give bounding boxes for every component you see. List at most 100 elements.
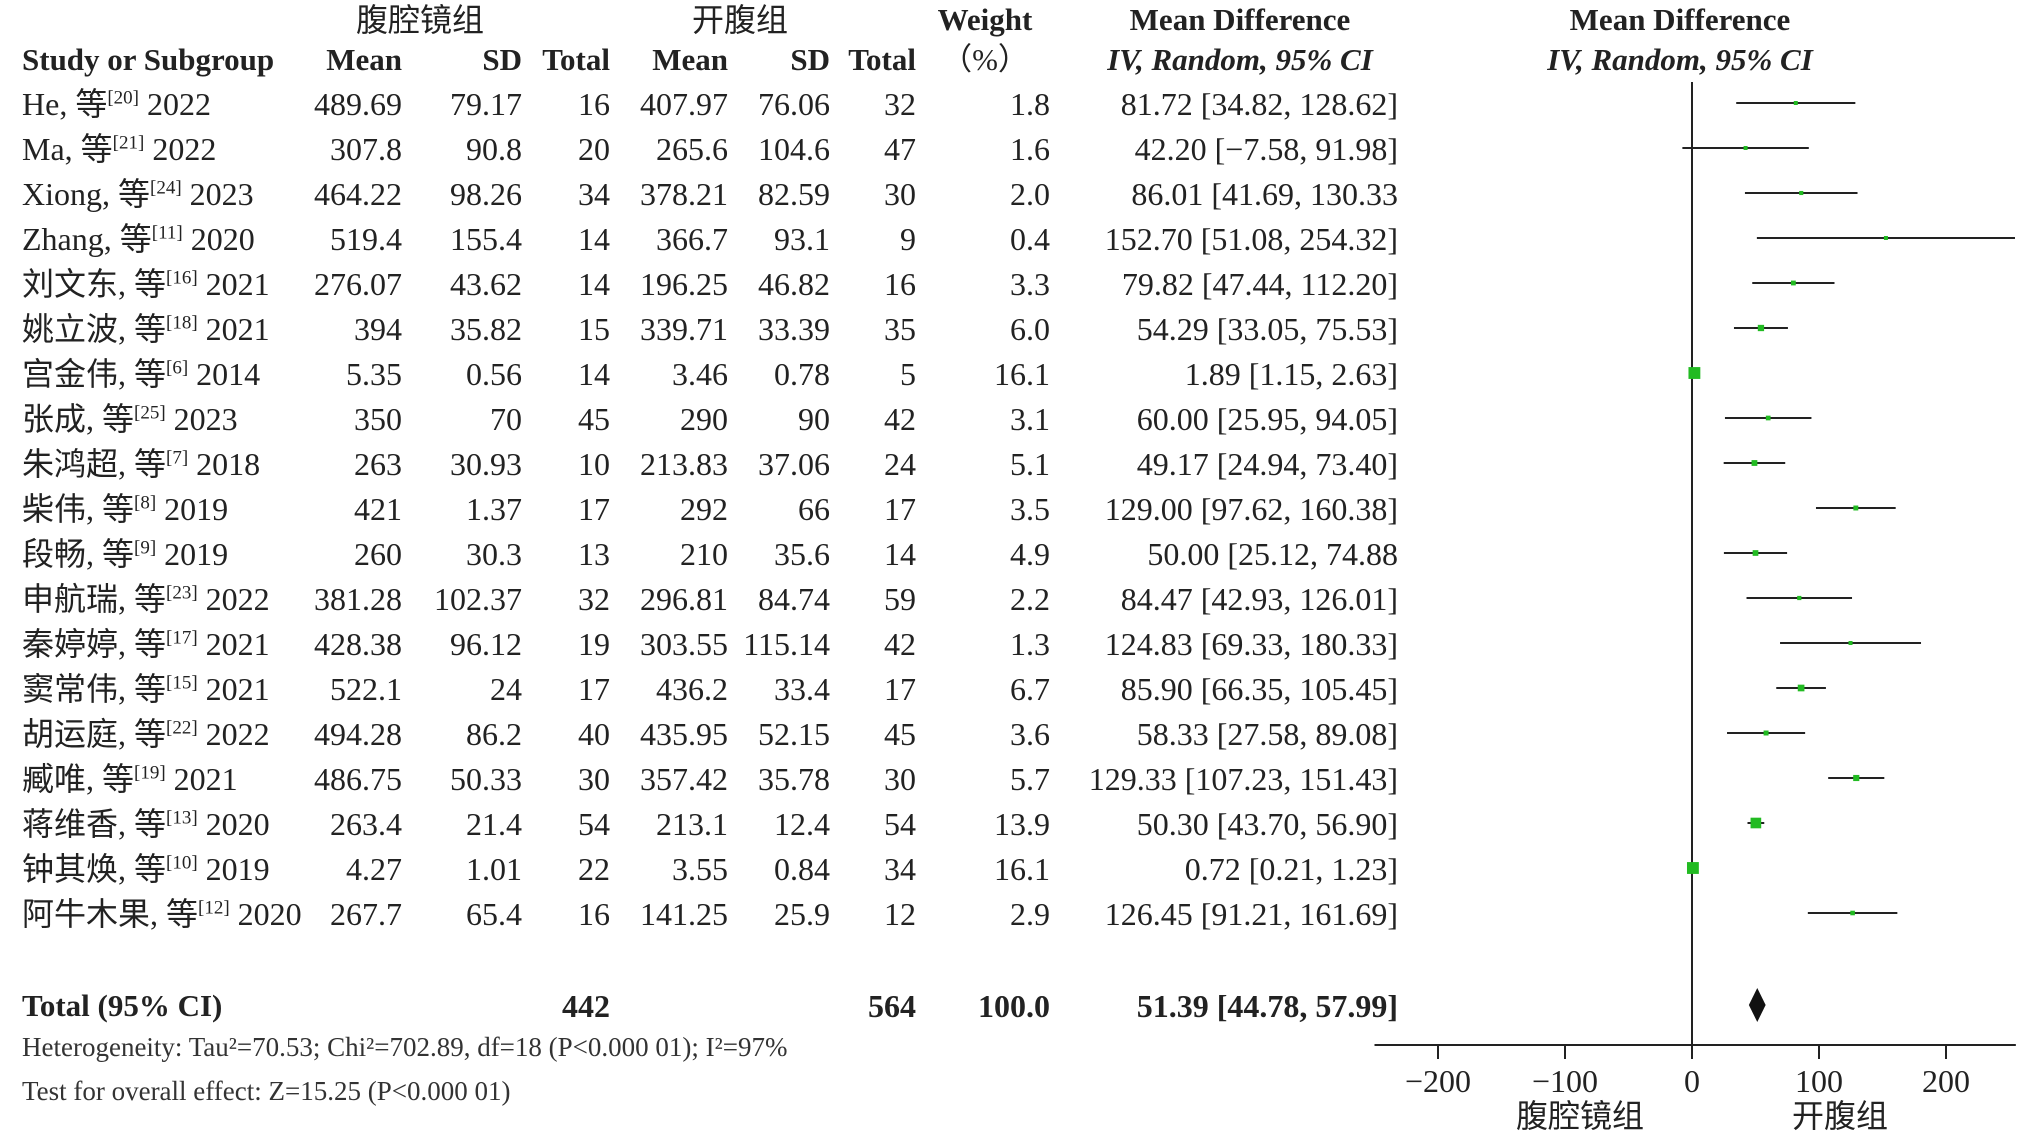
point-estimate [1853,505,1859,511]
study-reference: [8] [134,492,157,514]
point-estimate [1797,595,1802,601]
total1-cell: 32 [578,581,610,617]
mean1-cell: 489.69 [314,86,402,122]
study-year: 2021 [205,311,270,347]
mean1-header: Mean [326,42,402,77]
point-estimate [1765,415,1771,421]
study-year: 2022 [205,581,270,617]
sd2-cell: 35.78 [758,761,830,797]
total2-cell: 35 [884,311,916,347]
weight-cell: 3.3 [1010,266,1050,302]
weight-cell: 5.7 [1010,761,1050,797]
study-name: 阿牛木果, 等 [22,896,199,932]
sd2-cell: 25.9 [774,896,830,932]
mean2-cell: 292 [680,491,728,527]
ci-cell: 124.83 [69.33, 180.33] [1104,626,1398,662]
total2-cell: 47 [884,131,916,167]
study-year: 2020 [205,806,270,842]
study-name: 张成, 等 [22,401,135,437]
study-year: 2019 [205,851,270,887]
sd2-cell: 37.06 [758,446,830,482]
total2-cell: 42 [884,401,916,437]
sd1-cell: 0.56 [466,356,522,392]
weight-cell: 4.9 [1010,536,1050,572]
weight-cell: 6.7 [1010,671,1050,707]
point-estimate [1743,146,1748,150]
weight-cell: 16.1 [994,851,1050,887]
study-name: 钟其焕, 等 [22,851,167,887]
point-estimate [1763,730,1769,736]
sd1-cell: 50.33 [450,761,522,797]
sd1-cell: 43.62 [450,266,522,302]
study-reference: [20] [107,87,139,109]
sd2-cell: 46.82 [758,266,830,302]
mean1-cell: 394 [354,311,402,347]
ci-cell: 79.82 [47.44, 112.20] [1121,266,1398,302]
mean1-cell: 263.4 [330,806,402,842]
study-reference: [25] [134,402,166,424]
ci-cell: 54.29 [33.05, 75.53] [1136,311,1398,347]
study-name: 宫金伟, 等 [22,356,167,392]
sd2-cell: 33.39 [758,311,830,347]
total2-cell: 16 [884,266,916,302]
mean2-cell: 436.2 [656,671,728,707]
ci-cell: 126.45 [91.21, 161.69] [1104,896,1398,932]
mean2-cell: 265.6 [656,131,728,167]
total-ci: 51.39 [44.78, 57.99] [1136,988,1398,1024]
x-tick-label: −100 [1531,1063,1599,1099]
study-name: 申航瑞, 等 [22,581,167,617]
total2-cell: 54 [884,806,916,842]
point-estimate [1793,101,1798,105]
weight-cell: 2.2 [1010,581,1050,617]
plot-header: Mean Difference [1569,2,1791,37]
mean1-cell: 307.8 [330,131,402,167]
total2-cell: 30 [884,761,916,797]
point-estimate [1686,862,1699,874]
mean1-cell: 519.4 [330,221,402,257]
total1-cell: 30 [578,761,610,797]
sd2-cell: 52.15 [758,716,830,752]
mean1-cell: 276.07 [314,266,402,302]
total1-cell: 16 [578,896,610,932]
md-header: Mean Difference [1129,2,1351,37]
total1-cell: 13 [578,536,610,572]
total1-cell: 14 [578,221,610,257]
study-name: Zhang, 等 [22,221,152,257]
total1-cell: 17 [578,671,610,707]
study-name-cell: 朱鸿超, 等[7] 2018 [22,448,260,480]
total1-cell: 10 [578,446,610,482]
mean2-cell: 378.21 [640,176,728,212]
mean2-cell: 210 [680,536,728,572]
point-estimate [1850,910,1855,916]
study-name-cell: 胡运庭, 等[22] 2022 [22,718,270,750]
sd1-cell: 21.4 [466,806,522,842]
study-column-header: Study or Subgroup [22,42,275,77]
study-name: 臧唯, 等 [22,761,135,797]
sd1-cell: 24 [490,671,522,707]
total2-cell: 32 [884,86,916,122]
group1-header: 腹腔镜组 [355,2,484,38]
study-year: 2020 [237,896,302,932]
weight-cell: 1.8 [1010,86,1050,122]
total2-header: Total [848,42,916,77]
mean1-cell: 494.28 [314,716,402,752]
total2-cell: 17 [884,491,916,527]
total2-cell: 9 [900,221,916,257]
ci-cell: 0.72 [0.21, 1.23] [1184,851,1398,887]
study-name-cell: Ma, 等[21] 2022 [22,133,216,165]
sd2-cell: 12.4 [774,806,830,842]
study-name: 柴伟, 等 [22,491,135,527]
study-reference: [13] [166,807,198,829]
study-reference: [7] [166,447,189,469]
ci-cell: 129.33 [107.23, 151.43] [1088,761,1398,797]
study-year: 2021 [205,671,270,707]
study-name: 窦常伟, 等 [22,671,167,707]
weight-cell: 16.1 [994,356,1050,392]
sd2-cell: 66 [798,491,830,527]
study-year: 2014 [196,356,261,392]
point-estimate [1853,774,1860,782]
mean2-cell: 213.1 [656,806,728,842]
favours-left-label: 腹腔镜组 [1515,1098,1644,1134]
study-year: 2021 [205,266,270,302]
